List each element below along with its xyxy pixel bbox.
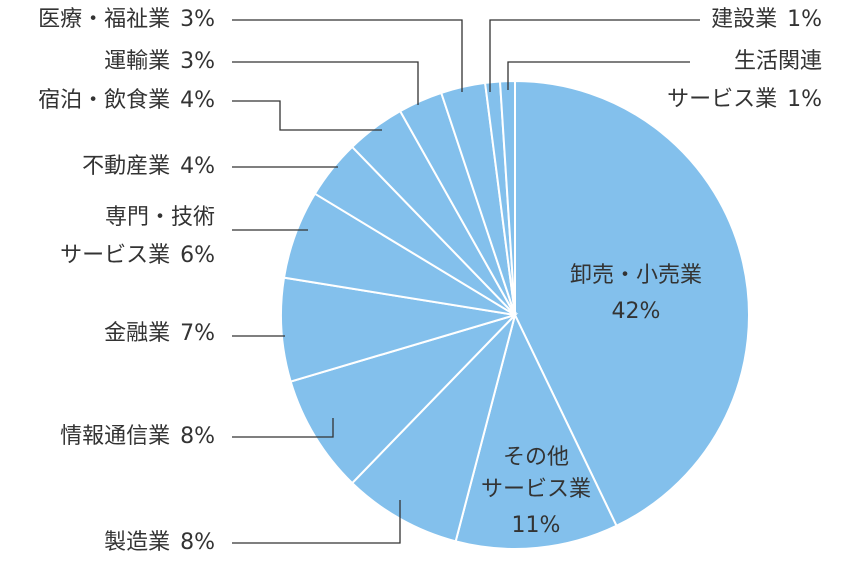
pie-slice <box>289 312 519 485</box>
slice-value-label: 1% <box>787 87 822 112</box>
slice-value-label: 1% <box>787 7 822 32</box>
slice-value-label: 4% <box>180 88 215 113</box>
slice-value-label: 8% <box>180 530 215 555</box>
slice-value-label: 8% <box>180 424 215 449</box>
pie-slice <box>454 312 618 550</box>
slice-label: 生活関連サービス業 <box>667 49 822 112</box>
slice-label: 情報通信業 <box>60 424 170 449</box>
slice-label: 宿泊・飲食業 <box>38 88 170 113</box>
slice-label: 建設業 <box>711 7 777 32</box>
leader-line <box>232 61 419 105</box>
slice-label: 専門・技術サービス業 <box>60 205 215 268</box>
slice-label: 不動産業 <box>82 154 170 179</box>
slice-value-label: 11% <box>512 513 561 538</box>
leader-line <box>489 19 700 92</box>
slice-label: 運輸業 <box>104 49 170 74</box>
slice-value-label: 7% <box>180 321 215 346</box>
slice-value-label: 3% <box>180 49 215 74</box>
slice-label: 卸売・小売業 <box>570 263 702 288</box>
slice-value-label: 6% <box>180 243 215 268</box>
leader-line <box>232 100 382 131</box>
leader-line <box>232 418 334 438</box>
slice-value-label: 3% <box>180 7 215 32</box>
leader-line <box>507 61 690 90</box>
slice-value-label: 4% <box>180 154 215 179</box>
leader-line <box>232 500 401 544</box>
slice-value-label: 42% <box>612 299 661 324</box>
slice-label: 医療・福祉業 <box>38 7 170 32</box>
leader-line <box>232 19 463 92</box>
slice-label: 金融業 <box>104 321 170 346</box>
pie-slice <box>514 79 750 528</box>
pie-slice <box>280 276 516 383</box>
slice-label: その他サービス業 <box>481 445 591 502</box>
slice-label: 製造業 <box>104 530 170 555</box>
